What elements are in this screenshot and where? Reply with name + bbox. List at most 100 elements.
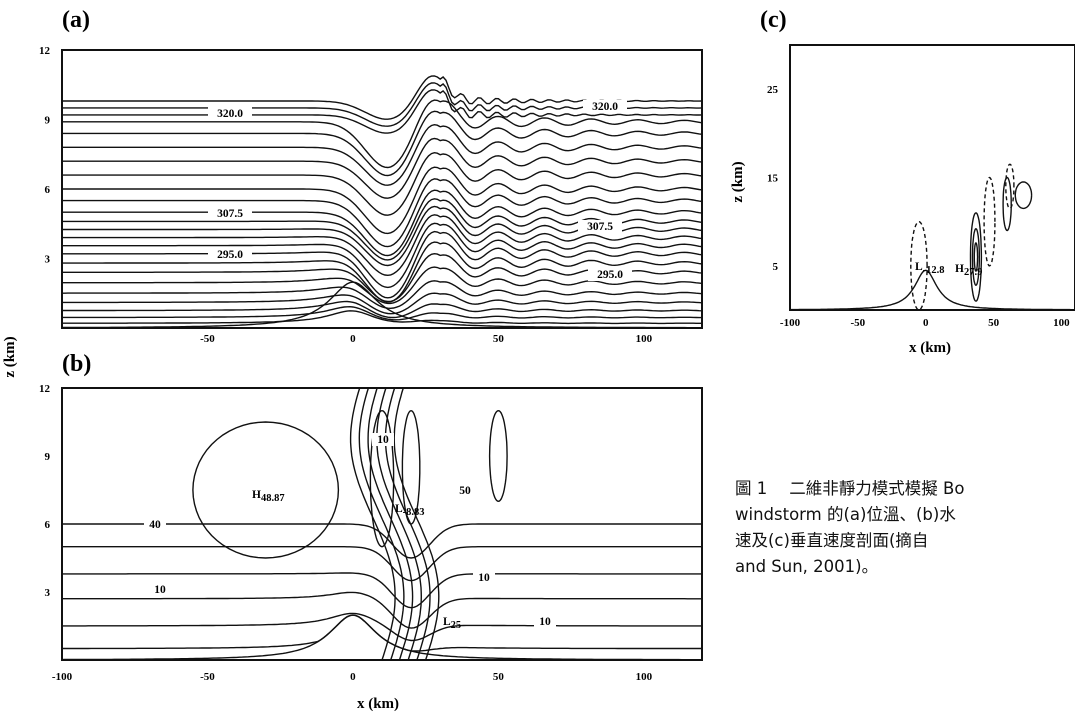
panel-a-xtick: -50	[200, 333, 215, 345]
panel-a-contour-label: 295.0	[597, 269, 623, 281]
panel-b-xtick: 50	[493, 671, 505, 683]
panel-label-a: (a)	[62, 7, 90, 33]
panel-a-xtick: 0	[350, 333, 356, 345]
panel-b-contours	[61, 387, 702, 661]
isentrope-line	[62, 266, 703, 305]
panel-b-xtick: -100	[52, 671, 73, 683]
panel-a-contour-label: 295.0	[217, 249, 243, 261]
wind-contour-line	[62, 572, 702, 609]
tick-labels: -50 0 50 100 3 6 9 12 -100 -50 0 50 100 3 6 9 12 -100 -50 0…	[39, 45, 1070, 683]
wind-contour-line	[62, 614, 702, 652]
panel-b-xtick: 100	[636, 671, 653, 683]
panel-b-xtick: -50	[200, 671, 215, 683]
isentrope-line	[62, 166, 703, 235]
velocity-positive-contour	[969, 212, 983, 302]
wind-contour-line	[358, 387, 405, 661]
isentrope-line	[62, 110, 703, 177]
figure-caption: 圖 1 二維非靜力模式模擬 Bo windstorm 的(a)位溫、(b)水 速及…	[735, 476, 1075, 580]
isentrope-line	[62, 137, 703, 199]
panel-a-ytick: 6	[45, 184, 51, 196]
panel-a-contours	[62, 75, 703, 329]
isentrope-line	[62, 300, 703, 319]
isentrope-line	[62, 310, 702, 325]
isentrope-line	[62, 189, 703, 257]
panel-b-contour-label: 10	[377, 434, 389, 446]
extremum-type: H	[252, 489, 261, 501]
isentrope-line	[62, 198, 703, 261]
isentrope-line	[62, 89, 703, 134]
isentrope-line	[62, 123, 703, 186]
shared-ylabel: z (km)	[2, 336, 18, 377]
isentrope-line	[62, 214, 703, 277]
caption-line-1: 圖 1 二維非靜力模式模擬 Bo	[735, 476, 1075, 502]
panel-c-contours	[790, 163, 1075, 311]
panel-b-xlabel: x (km)	[357, 696, 399, 712]
velocity-positive-contour	[1002, 176, 1012, 232]
caption-line-4: and Sun, 2001)。	[735, 557, 879, 576]
extremum-type: L	[395, 503, 403, 515]
panel-c-extremum-low: L-12.8	[915, 261, 945, 276]
panel-a-xtick: 50	[493, 333, 505, 345]
panel-c-ytick: 5	[773, 261, 779, 273]
contour-labels: 320.0320.0307.5307.5295.0295.01040105010…	[144, 100, 982, 631]
velocity-positive-contour	[973, 242, 979, 272]
panel-c-extremum-high: H27.9	[955, 263, 982, 278]
panel-a-contour-label: 307.5	[217, 208, 243, 220]
isentrope-line	[62, 222, 703, 289]
isentrope-line	[62, 151, 703, 216]
wind-contour-line	[62, 523, 702, 559]
isentrope-line	[62, 205, 703, 267]
panel-c-ytick: 25	[767, 84, 779, 96]
panel-b-contour-label: 40	[149, 519, 161, 531]
panel-c-xlabel: x (km)	[909, 340, 951, 356]
terrain-line	[790, 269, 1075, 311]
isentrope-line	[62, 99, 703, 169]
isentrope-line	[62, 178, 703, 248]
wind-contour-line	[393, 387, 440, 661]
wind-contour-line	[62, 546, 702, 582]
panel-b-contour-label: 10	[154, 584, 166, 596]
panel-a-contour-label: 307.5	[587, 221, 613, 233]
wind-contour-line	[62, 591, 702, 629]
panel-b-ytick: 3	[45, 587, 51, 599]
caption-line-2: windstorm 的(a)位溫、(b)水	[735, 505, 956, 524]
extremum-value: -8.83	[403, 507, 425, 518]
panel-b-ytick: 9	[45, 451, 51, 463]
panel-b-xtick: 0	[350, 671, 356, 683]
extremum-value: -12.8	[923, 265, 945, 276]
wind-contour-line	[367, 387, 414, 661]
isentrope-line	[62, 241, 703, 303]
isentrope-line	[62, 230, 703, 299]
panel-label-c: (c)	[760, 7, 787, 33]
velocity-positive-contour	[1014, 181, 1033, 210]
wind-contour-line	[62, 612, 702, 642]
panel-b-contour-label: 10	[478, 572, 490, 584]
panel-a-ytick: 3	[45, 254, 51, 266]
wind-contour-line	[384, 387, 431, 661]
caption-text-1: 二維非靜力模式模擬 Bo	[789, 479, 965, 498]
panel-a-contour-label: 320.0	[217, 108, 243, 120]
wind-contour-loop	[369, 409, 395, 548]
isentrope-line	[62, 292, 703, 315]
panel-b-extremum-high: H48.87	[252, 489, 285, 504]
panel-b-contour-label: 50	[459, 485, 471, 497]
panel-b-extremum-low: L-8.83	[395, 503, 425, 518]
velocity-negative-contour	[910, 220, 928, 311]
panel-c-xtick: 50	[988, 317, 1000, 329]
panel-c-xtick: -50	[851, 317, 866, 329]
terrain-line	[62, 281, 702, 329]
panel-b-ytick: 12	[39, 383, 51, 395]
extremum-value: 48.87	[261, 493, 285, 504]
wind-contour-loop	[488, 409, 508, 503]
isentrope-line	[62, 305, 702, 321]
caption-line-3: 速及(c)垂直速度剖面(摘自	[735, 531, 929, 550]
panel-b-ytick: 6	[45, 519, 51, 531]
panel-b-contour-label: 10	[539, 616, 551, 628]
panel-a-ytick: 12	[39, 45, 51, 57]
wind-contour-loop	[192, 421, 340, 559]
extremum-value: 27.9	[964, 267, 982, 278]
panel-c-frame	[789, 44, 1075, 311]
extremum-type: L	[915, 261, 923, 273]
isentrope-line	[62, 280, 703, 310]
